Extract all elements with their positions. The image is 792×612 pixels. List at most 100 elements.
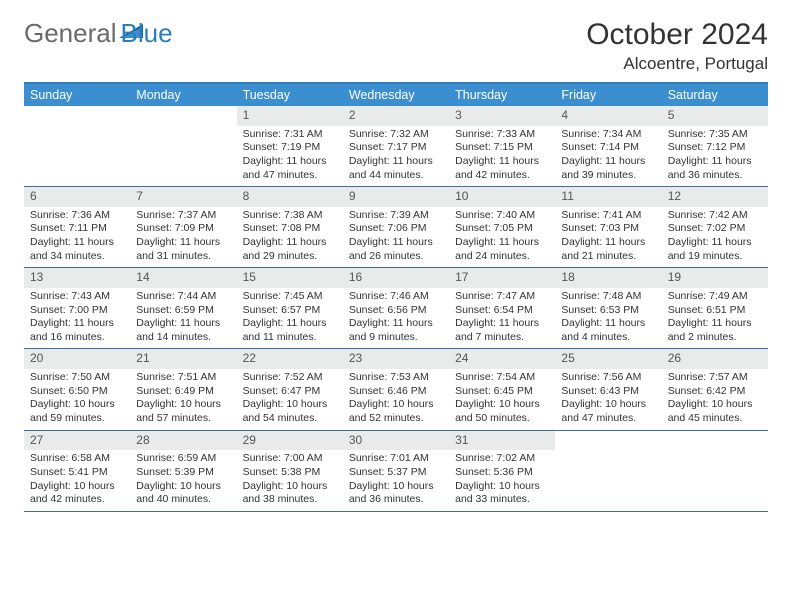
calendar-cell: 5Sunrise: 7:35 AMSunset: 7:12 PMDaylight… — [662, 106, 768, 186]
daylight-line-2: and 9 minutes. — [349, 331, 443, 345]
day-number: 9 — [343, 187, 449, 207]
day-number: 28 — [130, 431, 236, 451]
sunset-line: Sunset: 6:47 PM — [243, 385, 337, 399]
day-number: 12 — [662, 187, 768, 207]
daylight-line-2: and 7 minutes. — [455, 331, 549, 345]
calendar-cell: 14Sunrise: 7:44 AMSunset: 6:59 PMDayligh… — [130, 268, 236, 348]
cell-body: Sunrise: 7:32 AMSunset: 7:17 PMDaylight:… — [343, 126, 449, 187]
sunset-line: Sunset: 7:08 PM — [243, 222, 337, 236]
cell-body: Sunrise: 7:49 AMSunset: 6:51 PMDaylight:… — [662, 288, 768, 349]
day-number: 10 — [449, 187, 555, 207]
sunset-line: Sunset: 6:57 PM — [243, 304, 337, 318]
header: General Blue October 2024 Alcoentre, Por… — [24, 18, 768, 74]
sunset-line: Sunset: 7:00 PM — [30, 304, 124, 318]
calendar-cell: 3Sunrise: 7:33 AMSunset: 7:15 PMDaylight… — [449, 106, 555, 186]
sunrise-line: Sunrise: 6:58 AM — [30, 452, 124, 466]
daylight-line-2: and 44 minutes. — [349, 169, 443, 183]
daylight-line-2: and 11 minutes. — [243, 331, 337, 345]
cell-body: Sunrise: 7:40 AMSunset: 7:05 PMDaylight:… — [449, 207, 555, 268]
cell-body: Sunrise: 7:34 AMSunset: 7:14 PMDaylight:… — [555, 126, 661, 187]
calendar-cell: 20Sunrise: 7:50 AMSunset: 6:50 PMDayligh… — [24, 349, 130, 429]
sunset-line: Sunset: 6:51 PM — [668, 304, 762, 318]
day-number: 18 — [555, 268, 661, 288]
sunset-line: Sunset: 7:12 PM — [668, 141, 762, 155]
daylight-line-2: and 40 minutes. — [136, 493, 230, 507]
daylight-line-2: and 38 minutes. — [243, 493, 337, 507]
sunset-line: Sunset: 7:11 PM — [30, 222, 124, 236]
daylight-line-1: Daylight: 11 hours — [243, 155, 337, 169]
cell-body: Sunrise: 7:52 AMSunset: 6:47 PMDaylight:… — [237, 369, 343, 430]
sunrise-line: Sunrise: 7:38 AM — [243, 209, 337, 223]
cell-body: Sunrise: 7:50 AMSunset: 6:50 PMDaylight:… — [24, 369, 130, 430]
daylight-line-1: Daylight: 11 hours — [668, 236, 762, 250]
calendar-cell: 22Sunrise: 7:52 AMSunset: 6:47 PMDayligh… — [237, 349, 343, 429]
sunrise-line: Sunrise: 7:36 AM — [30, 209, 124, 223]
calendar-cell: 25Sunrise: 7:56 AMSunset: 6:43 PMDayligh… — [555, 349, 661, 429]
daylight-line-2: and 57 minutes. — [136, 412, 230, 426]
cell-body: Sunrise: 7:53 AMSunset: 6:46 PMDaylight:… — [343, 369, 449, 430]
sunset-line: Sunset: 7:02 PM — [668, 222, 762, 236]
calendar-cell: 11Sunrise: 7:41 AMSunset: 7:03 PMDayligh… — [555, 187, 661, 267]
cell-body: Sunrise: 7:43 AMSunset: 7:00 PMDaylight:… — [24, 288, 130, 349]
sunrise-line: Sunrise: 7:37 AM — [136, 209, 230, 223]
title-block: October 2024 Alcoentre, Portugal — [586, 18, 768, 74]
calendar-cell: 31Sunrise: 7:02 AMSunset: 5:36 PMDayligh… — [449, 431, 555, 511]
daylight-line-2: and 16 minutes. — [30, 331, 124, 345]
calendar-cell: 12Sunrise: 7:42 AMSunset: 7:02 PMDayligh… — [662, 187, 768, 267]
sunset-line: Sunset: 7:19 PM — [243, 141, 337, 155]
calendar-cell: 21Sunrise: 7:51 AMSunset: 6:49 PMDayligh… — [130, 349, 236, 429]
daylight-line-1: Daylight: 11 hours — [349, 236, 443, 250]
cell-body: Sunrise: 7:35 AMSunset: 7:12 PMDaylight:… — [662, 126, 768, 187]
daylight-line-2: and 39 minutes. — [561, 169, 655, 183]
sunrise-line: Sunrise: 7:34 AM — [561, 128, 655, 142]
day-number: 13 — [24, 268, 130, 288]
daylight-line-2: and 50 minutes. — [455, 412, 549, 426]
sunrise-line: Sunrise: 7:41 AM — [561, 209, 655, 223]
daylight-line-2: and 34 minutes. — [30, 250, 124, 264]
sunset-line: Sunset: 6:56 PM — [349, 304, 443, 318]
day-number: 27 — [24, 431, 130, 451]
calendar-page: General Blue October 2024 Alcoentre, Por… — [0, 0, 792, 530]
sunset-line: Sunset: 5:41 PM — [30, 466, 124, 480]
daylight-line-1: Daylight: 11 hours — [668, 317, 762, 331]
daylight-line-2: and 42 minutes. — [455, 169, 549, 183]
daylight-line-2: and 26 minutes. — [349, 250, 443, 264]
daylight-line-1: Daylight: 11 hours — [349, 317, 443, 331]
day-number: 14 — [130, 268, 236, 288]
cell-body: Sunrise: 7:42 AMSunset: 7:02 PMDaylight:… — [662, 207, 768, 268]
daylight-line-2: and 14 minutes. — [136, 331, 230, 345]
daylight-line-1: Daylight: 10 hours — [30, 480, 124, 494]
cell-body: Sunrise: 6:58 AMSunset: 5:41 PMDaylight:… — [24, 450, 130, 511]
day-number: 8 — [237, 187, 343, 207]
week-row: 13Sunrise: 7:43 AMSunset: 7:00 PMDayligh… — [24, 268, 768, 349]
sunset-line: Sunset: 6:49 PM — [136, 385, 230, 399]
sunrise-line: Sunrise: 7:57 AM — [668, 371, 762, 385]
cell-body: Sunrise: 7:36 AMSunset: 7:11 PMDaylight:… — [24, 207, 130, 268]
calendar-cell: 15Sunrise: 7:45 AMSunset: 6:57 PMDayligh… — [237, 268, 343, 348]
sunrise-line: Sunrise: 7:48 AM — [561, 290, 655, 304]
cell-body: Sunrise: 7:54 AMSunset: 6:45 PMDaylight:… — [449, 369, 555, 430]
daylight-line-2: and 21 minutes. — [561, 250, 655, 264]
sunset-line: Sunset: 7:17 PM — [349, 141, 443, 155]
calendar-cell: 19Sunrise: 7:49 AMSunset: 6:51 PMDayligh… — [662, 268, 768, 348]
dayhead-saturday: Saturday — [662, 84, 768, 106]
daylight-line-2: and 2 minutes. — [668, 331, 762, 345]
cell-body: Sunrise: 7:45 AMSunset: 6:57 PMDaylight:… — [237, 288, 343, 349]
calendar-cell — [24, 106, 130, 186]
week-row: 1Sunrise: 7:31 AMSunset: 7:19 PMDaylight… — [24, 106, 768, 187]
calendar-cell: 7Sunrise: 7:37 AMSunset: 7:09 PMDaylight… — [130, 187, 236, 267]
sunrise-line: Sunrise: 7:56 AM — [561, 371, 655, 385]
daylight-line-1: Daylight: 11 hours — [30, 317, 124, 331]
sunrise-line: Sunrise: 7:46 AM — [349, 290, 443, 304]
dayhead-friday: Friday — [555, 84, 661, 106]
calendar-cell: 2Sunrise: 7:32 AMSunset: 7:17 PMDaylight… — [343, 106, 449, 186]
sunrise-line: Sunrise: 7:53 AM — [349, 371, 443, 385]
calendar-cell: 23Sunrise: 7:53 AMSunset: 6:46 PMDayligh… — [343, 349, 449, 429]
sunset-line: Sunset: 6:45 PM — [455, 385, 549, 399]
daylight-line-2: and 19 minutes. — [668, 250, 762, 264]
sunrise-line: Sunrise: 7:43 AM — [30, 290, 124, 304]
daylight-line-2: and 4 minutes. — [561, 331, 655, 345]
daylight-line-1: Daylight: 10 hours — [349, 398, 443, 412]
daylight-line-2: and 33 minutes. — [455, 493, 549, 507]
calendar-cell: 26Sunrise: 7:57 AMSunset: 6:42 PMDayligh… — [662, 349, 768, 429]
